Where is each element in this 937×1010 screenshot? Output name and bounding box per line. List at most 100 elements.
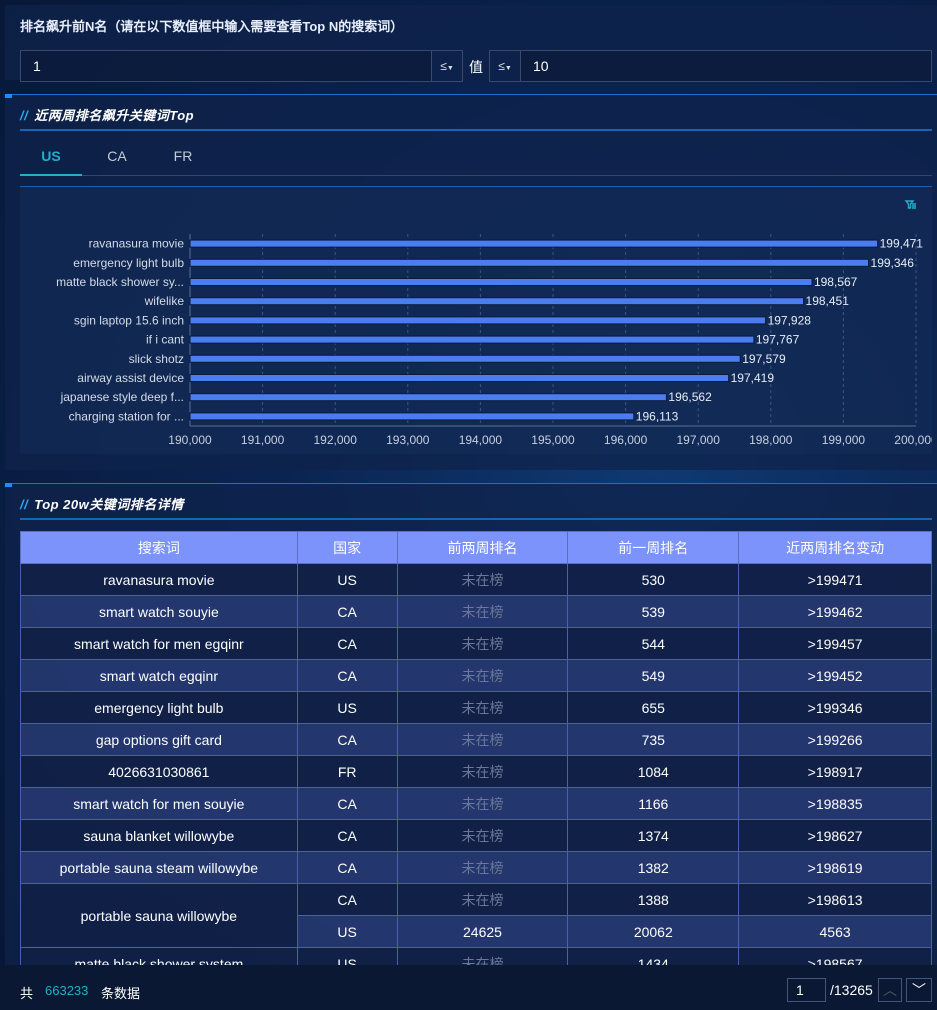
rank-last-week: 1084 — [567, 755, 740, 788]
bar[interactable] — [189, 239, 879, 248]
total-count: 663233 — [45, 983, 89, 998]
x-tick-label: 192,000 — [314, 433, 358, 447]
country: US — [296, 563, 398, 596]
table-row[interactable]: smart watch egqinr CA 未在榜 549 >199452 — [20, 659, 932, 692]
rank-last-week: 1382 — [567, 851, 740, 884]
table-row[interactable]: ravanasura movie US 未在榜 530 >199471 — [20, 563, 932, 596]
filter-list-icon[interactable] — [904, 200, 916, 209]
prev-page-button[interactable]: ︿ — [878, 978, 902, 1002]
page-input[interactable]: 1 — [787, 978, 826, 1002]
tab-us[interactable]: US — [20, 140, 82, 176]
rank-change: >198613 — [738, 883, 932, 916]
table-row[interactable]: sauna blanket willowybe CA 未在榜 1374 >198627 — [20, 819, 932, 852]
bar[interactable] — [189, 354, 741, 363]
value-label: 197,928 — [768, 313, 812, 327]
tab-fr[interactable]: FR — [173, 148, 193, 164]
operator-select-2[interactable]: ≤▼ — [489, 50, 521, 82]
rank-change: >199462 — [738, 595, 932, 628]
rank-two-weeks-ago: 未在榜 — [396, 787, 569, 820]
total-suffix: 条数据 — [101, 986, 141, 1001]
country: CA — [296, 723, 398, 756]
rank-two-weeks-ago: 未在榜 — [396, 659, 569, 692]
bar[interactable] — [189, 335, 755, 344]
table-row[interactable]: smart watch for men egqinr CA 未在榜 544 >19945… — [20, 627, 932, 660]
category-label: ravanasura movie — [89, 237, 185, 251]
x-tick-label: 190,000 — [168, 433, 212, 447]
table-row[interactable]: portable sauna willowybe CA 未在榜 1388 >198613 — [20, 883, 932, 948]
section-title: // Top 20w关键词排名详情 — [20, 494, 184, 513]
total-prefix: 共 — [20, 986, 34, 1001]
search-term: gap options gift card — [20, 723, 298, 756]
bar[interactable] — [189, 278, 813, 286]
rank-last-week: 544 — [567, 627, 740, 660]
bar[interactable] — [189, 374, 730, 382]
table-row[interactable]: emergency light bulb US 未在榜 655 >199346 — [20, 691, 932, 724]
pagination-footer: 共 663233 条数据 1 /13265 ︿ ﹀ — [0, 965, 937, 1010]
search-term: portable sauna willowybe — [20, 883, 298, 948]
rank-two-weeks-ago: 未在榜 — [396, 819, 569, 852]
filter-panel: 排名飙升前N名（请在以下数值框中输入需要查看Top N的搜索词） 1 ≤▼ 值 … — [5, 5, 937, 82]
rank-last-week: 655 — [567, 691, 740, 724]
rank-two-weeks-ago: 24625 — [396, 915, 569, 948]
chevron-up-icon: ︿ — [883, 982, 897, 998]
value-label: 198,451 — [806, 294, 850, 308]
category-label: japanese style deep f... — [60, 390, 184, 404]
rank-two-weeks-ago: 未在榜 — [396, 627, 569, 660]
value-label: 197,767 — [756, 333, 800, 347]
corner-decoration — [5, 483, 12, 487]
table-row[interactable]: matte black shower system US 未在榜 1434 >19856… — [20, 947, 932, 965]
slash-icon: // — [20, 108, 29, 123]
max-value-input[interactable]: 10 — [520, 50, 932, 82]
bar[interactable] — [189, 316, 767, 325]
chevron-down-icon: ﹀ — [912, 982, 926, 998]
x-tick-label: 198,000 — [749, 433, 793, 447]
rank-last-week: 1374 — [567, 819, 740, 852]
category-label: airway assist device — [77, 371, 184, 385]
table-row[interactable]: smart watch souyie CA 未在榜 539 >199462 — [20, 595, 932, 628]
country: CA — [296, 851, 398, 884]
country: CA — [296, 659, 398, 692]
search-term: emergency light bulb — [20, 691, 298, 724]
value-label: 值 — [469, 59, 483, 75]
table-row[interactable]: US 24625 20062 4563 — [21, 915, 932, 948]
country: FR — [296, 755, 398, 788]
rank-two-weeks-ago: 未在榜 — [396, 691, 569, 724]
bar[interactable] — [189, 297, 805, 306]
min-value-input[interactable]: 1 — [20, 50, 432, 82]
rank-change: >198619 — [738, 851, 932, 884]
x-tick-label: 193,000 — [386, 433, 430, 447]
search-term: 4026631030861 — [20, 755, 298, 788]
next-page-button[interactable]: ﹀ — [906, 978, 932, 1002]
value-label: 197,419 — [731, 371, 775, 385]
operator-select-1[interactable]: ≤▼ — [431, 50, 463, 82]
slash-icon: // — [20, 497, 29, 512]
country: CA — [296, 627, 398, 660]
rank-two-weeks-ago: 未在榜 — [396, 723, 569, 756]
ranking-table[interactable]: 搜索词 国家 前两周排名 前一周排名 近两周排名变动 ravanasura movie U… — [20, 531, 932, 965]
table-row[interactable]: smart watch for men souyie CA 未在榜 1166 >1988… — [20, 787, 932, 820]
total-pages: /13265 — [830, 982, 873, 998]
rank-change: >198567 — [738, 947, 932, 965]
x-tick-label: 191,000 — [241, 433, 285, 447]
value-label: 198,567 — [814, 275, 858, 289]
category-label: charging station for ... — [69, 409, 184, 423]
category-label: slick shotz — [129, 352, 184, 366]
bar[interactable] — [189, 412, 635, 421]
bar[interactable] — [189, 258, 870, 267]
table-row[interactable]: 4026631030861 FR 未在榜 1084 >198917 — [20, 755, 932, 788]
rank-last-week: 1166 — [567, 787, 740, 820]
rank-last-week: 735 — [567, 723, 740, 756]
bar[interactable] — [189, 393, 667, 402]
search-term: portable sauna steam willowybe — [20, 851, 298, 884]
table-row[interactable]: gap options gift card CA 未在榜 735 >199266 — [20, 723, 932, 756]
table-row[interactable]: portable sauna steam willowybe CA 未在榜 1382 >… — [20, 851, 932, 884]
chart-panel: //近两周排名飙升关键词Top US CA FR 190,000 191,000 1… — [5, 94, 937, 470]
rank-last-week: 530 — [567, 563, 740, 596]
rank-last-week: 1388 — [567, 883, 740, 916]
country: US — [296, 947, 398, 965]
divider — [20, 129, 932, 131]
value-label: 196,562 — [668, 390, 712, 404]
corner-decoration — [5, 94, 12, 98]
country: CA — [296, 883, 398, 916]
tab-ca[interactable]: CA — [107, 148, 127, 164]
